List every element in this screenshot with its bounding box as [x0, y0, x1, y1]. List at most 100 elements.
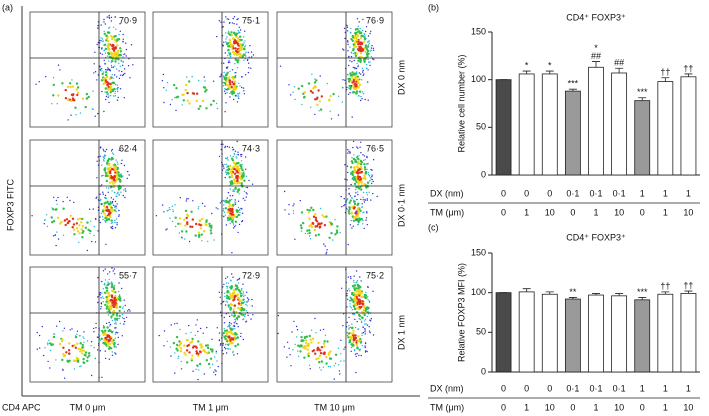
dot — [189, 225, 192, 228]
bar — [588, 294, 604, 373]
dot — [111, 148, 114, 151]
dot — [113, 297, 116, 300]
dot — [199, 224, 202, 227]
dot — [99, 155, 102, 157]
dot — [234, 224, 237, 227]
dot — [351, 173, 354, 177]
dot — [358, 47, 361, 50]
dot — [105, 205, 109, 209]
dot — [170, 324, 172, 326]
dot — [161, 204, 164, 206]
dot — [109, 51, 112, 54]
dot — [229, 42, 232, 46]
dot — [330, 232, 333, 235]
dot — [367, 299, 369, 301]
dot — [325, 215, 328, 218]
dot — [103, 157, 105, 160]
dot — [322, 328, 325, 331]
dot — [231, 273, 233, 275]
dot — [95, 218, 97, 221]
dot — [56, 203, 58, 205]
bar — [634, 100, 651, 176]
dot — [370, 55, 373, 58]
dot — [122, 38, 124, 40]
dot — [302, 221, 305, 225]
dot — [225, 200, 228, 204]
dot — [231, 90, 234, 93]
dot — [41, 325, 43, 328]
dot — [288, 213, 290, 215]
dot — [56, 231, 58, 233]
dot — [226, 36, 228, 38]
dot — [245, 310, 248, 312]
dot — [107, 67, 109, 69]
dot — [353, 305, 356, 308]
dot — [240, 154, 242, 156]
dot — [188, 240, 191, 243]
dot — [359, 318, 361, 321]
dot — [178, 340, 181, 343]
dot — [352, 340, 355, 344]
dot — [242, 36, 245, 38]
dot — [357, 207, 360, 210]
dot — [82, 349, 86, 352]
dot — [361, 332, 363, 335]
dot — [240, 48, 243, 51]
dot — [114, 181, 117, 184]
dot — [344, 164, 346, 166]
dot — [360, 99, 362, 102]
dot — [57, 64, 60, 66]
dot — [364, 172, 368, 175]
dot — [107, 31, 111, 34]
dot — [353, 175, 356, 179]
dot — [314, 78, 316, 80]
dot — [122, 307, 124, 310]
column-label: TM 0 μm — [70, 402, 106, 412]
table-cell: 0 — [501, 188, 506, 198]
dot — [66, 85, 70, 89]
table-cell: 1 — [593, 207, 598, 217]
dot — [181, 237, 183, 239]
dot — [69, 214, 72, 217]
dot — [372, 180, 374, 183]
dot — [356, 352, 358, 355]
dot — [77, 347, 80, 350]
dot — [229, 207, 232, 211]
dot — [368, 330, 371, 332]
dot — [46, 342, 49, 344]
dot — [111, 200, 114, 203]
error-bar — [661, 77, 670, 82]
dot — [109, 181, 112, 184]
dot — [311, 337, 315, 340]
table-cell: 0 — [524, 188, 529, 198]
dot — [104, 87, 108, 90]
dot — [104, 150, 106, 153]
dot — [226, 301, 229, 303]
dot — [121, 159, 123, 161]
dot — [179, 347, 183, 350]
dot — [357, 65, 359, 68]
dot — [351, 61, 353, 63]
dot — [311, 350, 314, 353]
dot — [83, 361, 86, 365]
dot — [99, 350, 102, 352]
dot — [78, 241, 80, 243]
dot — [306, 352, 310, 356]
dot — [369, 50, 371, 52]
dot — [94, 358, 97, 360]
dot — [361, 295, 364, 298]
dot — [363, 296, 366, 299]
dot — [108, 187, 110, 189]
table-row-label: TM (μm) — [430, 207, 464, 217]
dot — [184, 209, 188, 213]
dot — [233, 168, 236, 171]
dot — [366, 52, 369, 55]
dot — [52, 220, 56, 223]
dot — [229, 70, 231, 73]
dot — [116, 44, 119, 47]
dot — [234, 63, 236, 65]
dot — [231, 69, 234, 71]
dot — [96, 79, 98, 81]
dot — [163, 330, 166, 332]
